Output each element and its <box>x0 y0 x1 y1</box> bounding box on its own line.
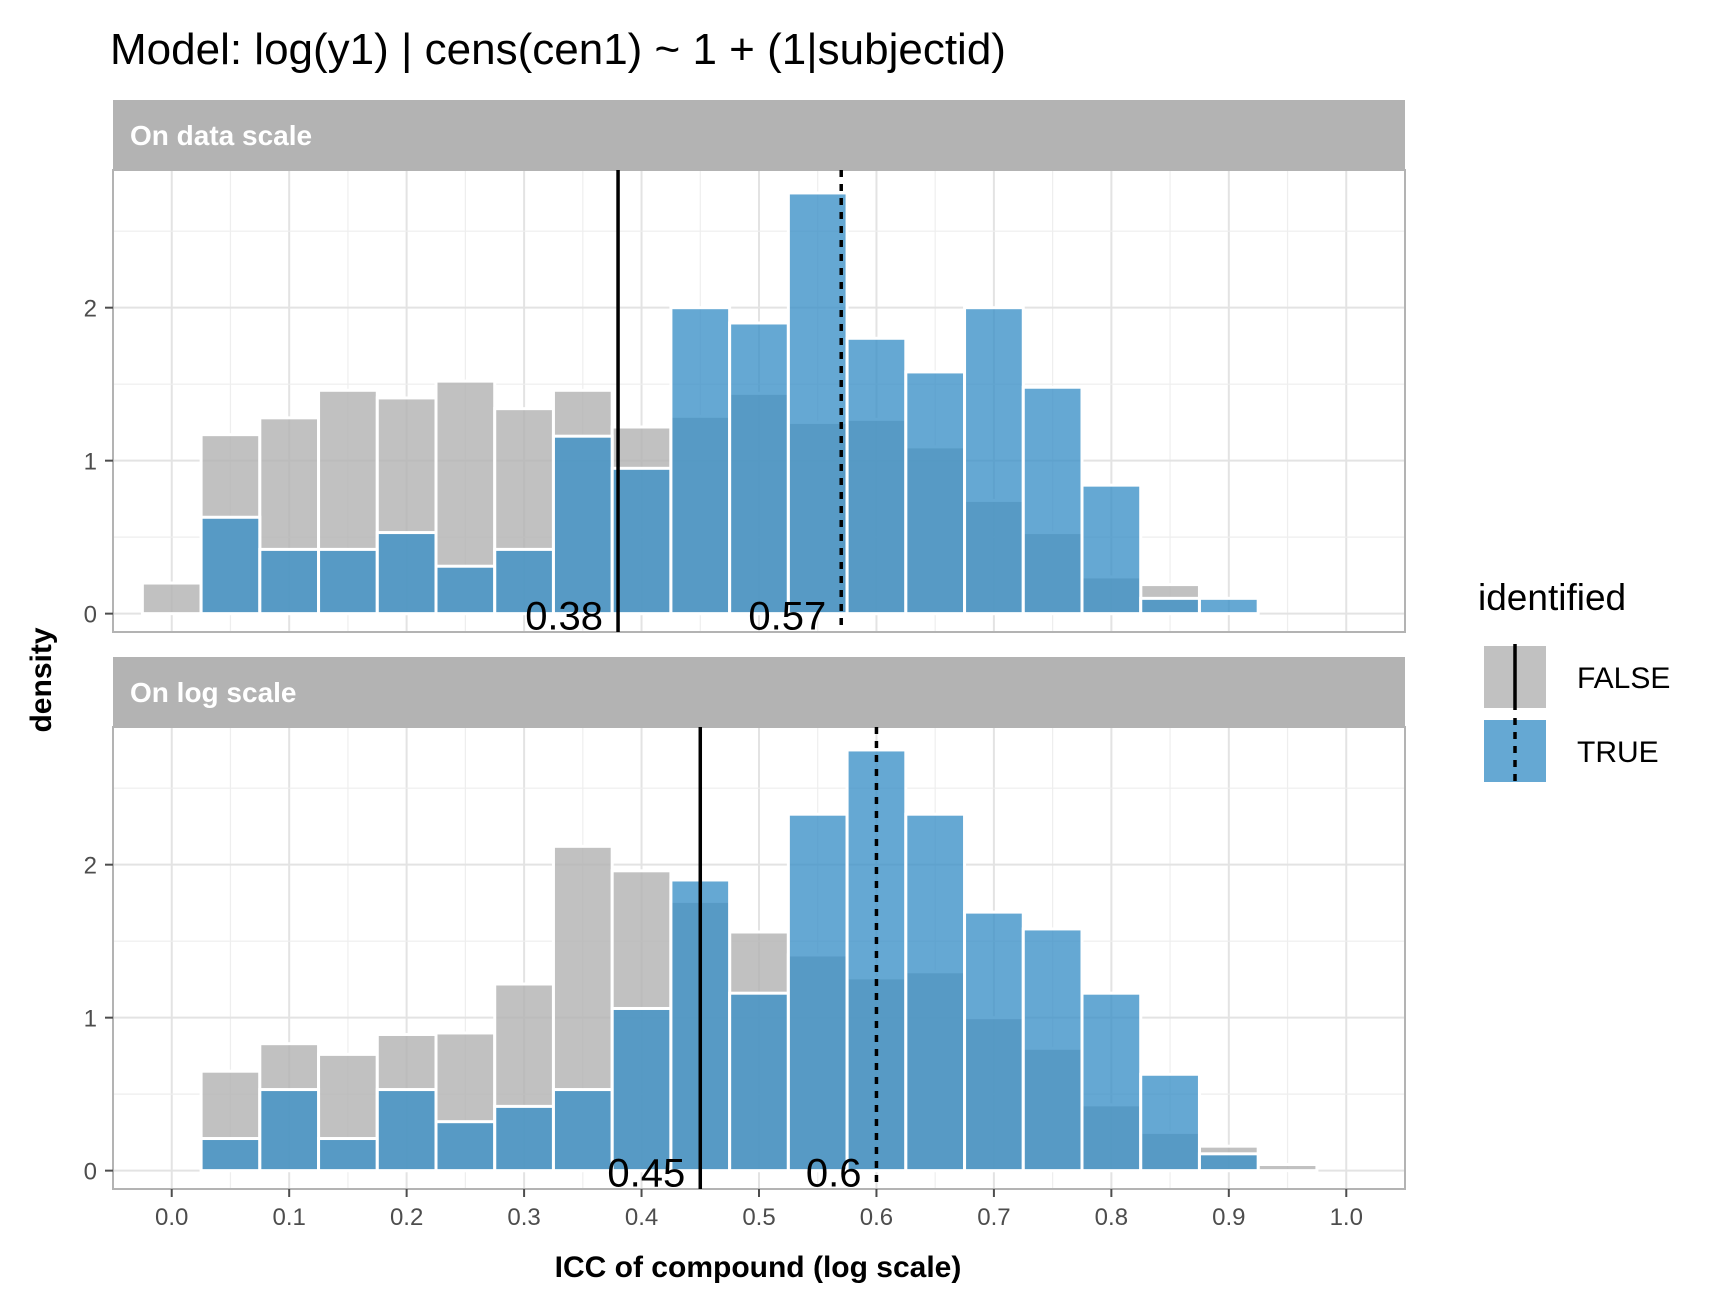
x-tick-label: 0.6 <box>860 1204 893 1231</box>
bar-true <box>786 191 849 616</box>
x-tick-label: 0.4 <box>625 1204 658 1231</box>
x-tick-label: 0.8 <box>1095 1204 1128 1231</box>
legend-label-true: TRUE <box>1577 736 1659 769</box>
panel-strip-label: On log scale <box>130 677 297 708</box>
bar-true <box>1197 596 1260 616</box>
panels: On data scale 0 1 2 0.38 0.57 On log scale 0 1 2 0… <box>84 100 1406 1231</box>
series-true <box>199 191 1260 616</box>
bar-true <box>904 370 967 616</box>
x-tick-label: 0.1 <box>272 1204 305 1231</box>
bar-true <box>317 1137 379 1173</box>
panel-border <box>112 169 1406 633</box>
x-axis: 0.0 0.1 0.2 0.3 0.4 0.5 0.6 0.7 0.8 0.9 1.0 <box>155 1189 1363 1231</box>
x-tick-label: 0.7 <box>977 1204 1010 1231</box>
y-tick-label: 1 <box>84 1006 97 1033</box>
bar-true <box>728 991 790 1173</box>
bar-true <box>434 564 497 616</box>
x-tick-label: 0.3 <box>507 1204 540 1231</box>
bar-true <box>375 531 438 616</box>
x-tick-label: 0.0 <box>155 1204 188 1231</box>
bar-true <box>610 466 673 616</box>
bar-true <box>845 748 908 1173</box>
bar-true <box>786 812 849 1173</box>
median-label-true: 0.57 <box>748 595 826 639</box>
x-axis-title: ICC of compound (log scale) <box>555 1251 962 1284</box>
series-true <box>199 748 1260 1173</box>
y-tick-label: 1 <box>84 449 97 476</box>
bar-true <box>1080 991 1143 1173</box>
y-tick-label: 2 <box>84 853 97 880</box>
bar-true <box>434 1120 497 1173</box>
x-tick-label: 0.5 <box>742 1204 775 1231</box>
bar-true <box>669 306 732 616</box>
bar-true <box>317 547 379 616</box>
bar-true <box>258 547 321 616</box>
bar-true <box>845 336 908 616</box>
legend-label-false: FALSE <box>1577 662 1670 695</box>
bar-true <box>493 1104 555 1173</box>
chart-title: Model: log(y1) | cens(cen1) ~ 1 + (1|sub… <box>110 25 1006 74</box>
bar-true <box>963 910 1025 1173</box>
bar-true <box>551 1088 614 1173</box>
bar-true <box>728 321 790 616</box>
bar-true <box>199 1137 262 1173</box>
panel-strip <box>113 657 1405 727</box>
bar-true <box>1139 596 1201 616</box>
bar-false <box>1256 1163 1319 1173</box>
panel-1: On data scale 0 1 2 0.38 0.57 <box>84 100 1406 639</box>
panel-strip <box>113 100 1405 170</box>
bar-true <box>258 1088 321 1173</box>
bar-true <box>493 547 555 616</box>
y-tick-label: 0 <box>84 1159 97 1186</box>
bar-true <box>1021 927 1084 1173</box>
bar-false <box>140 581 203 616</box>
bar-true <box>963 306 1025 616</box>
y-tick-label: 0 <box>84 602 97 629</box>
x-tick-label: 0.2 <box>390 1204 423 1231</box>
legend: identified FALSE TRUE <box>1478 577 1670 784</box>
bar-true <box>1139 1072 1201 1173</box>
median-label-true: 0.6 <box>806 1152 862 1196</box>
bar-true <box>199 515 262 616</box>
x-tick-label: 1.0 <box>1330 1204 1363 1231</box>
y-tick-label: 2 <box>84 296 97 323</box>
median-label-false: 0.45 <box>607 1152 685 1196</box>
bar-true <box>610 1006 673 1173</box>
panel-2: On log scale 0 1 2 0.45 0.6 <box>84 657 1406 1196</box>
bar-true <box>375 1088 438 1173</box>
median-label-false: 0.38 <box>525 595 603 639</box>
bar-true <box>1021 385 1084 616</box>
bar-true <box>1197 1152 1260 1173</box>
bar-true <box>904 812 967 1173</box>
legend-title: identified <box>1478 577 1626 618</box>
bar-true <box>551 434 614 616</box>
y-axis-title: density <box>25 627 58 732</box>
panel-strip-label: On data scale <box>130 120 312 151</box>
bar-true <box>1080 483 1143 616</box>
x-tick-label: 0.9 <box>1212 1204 1245 1231</box>
